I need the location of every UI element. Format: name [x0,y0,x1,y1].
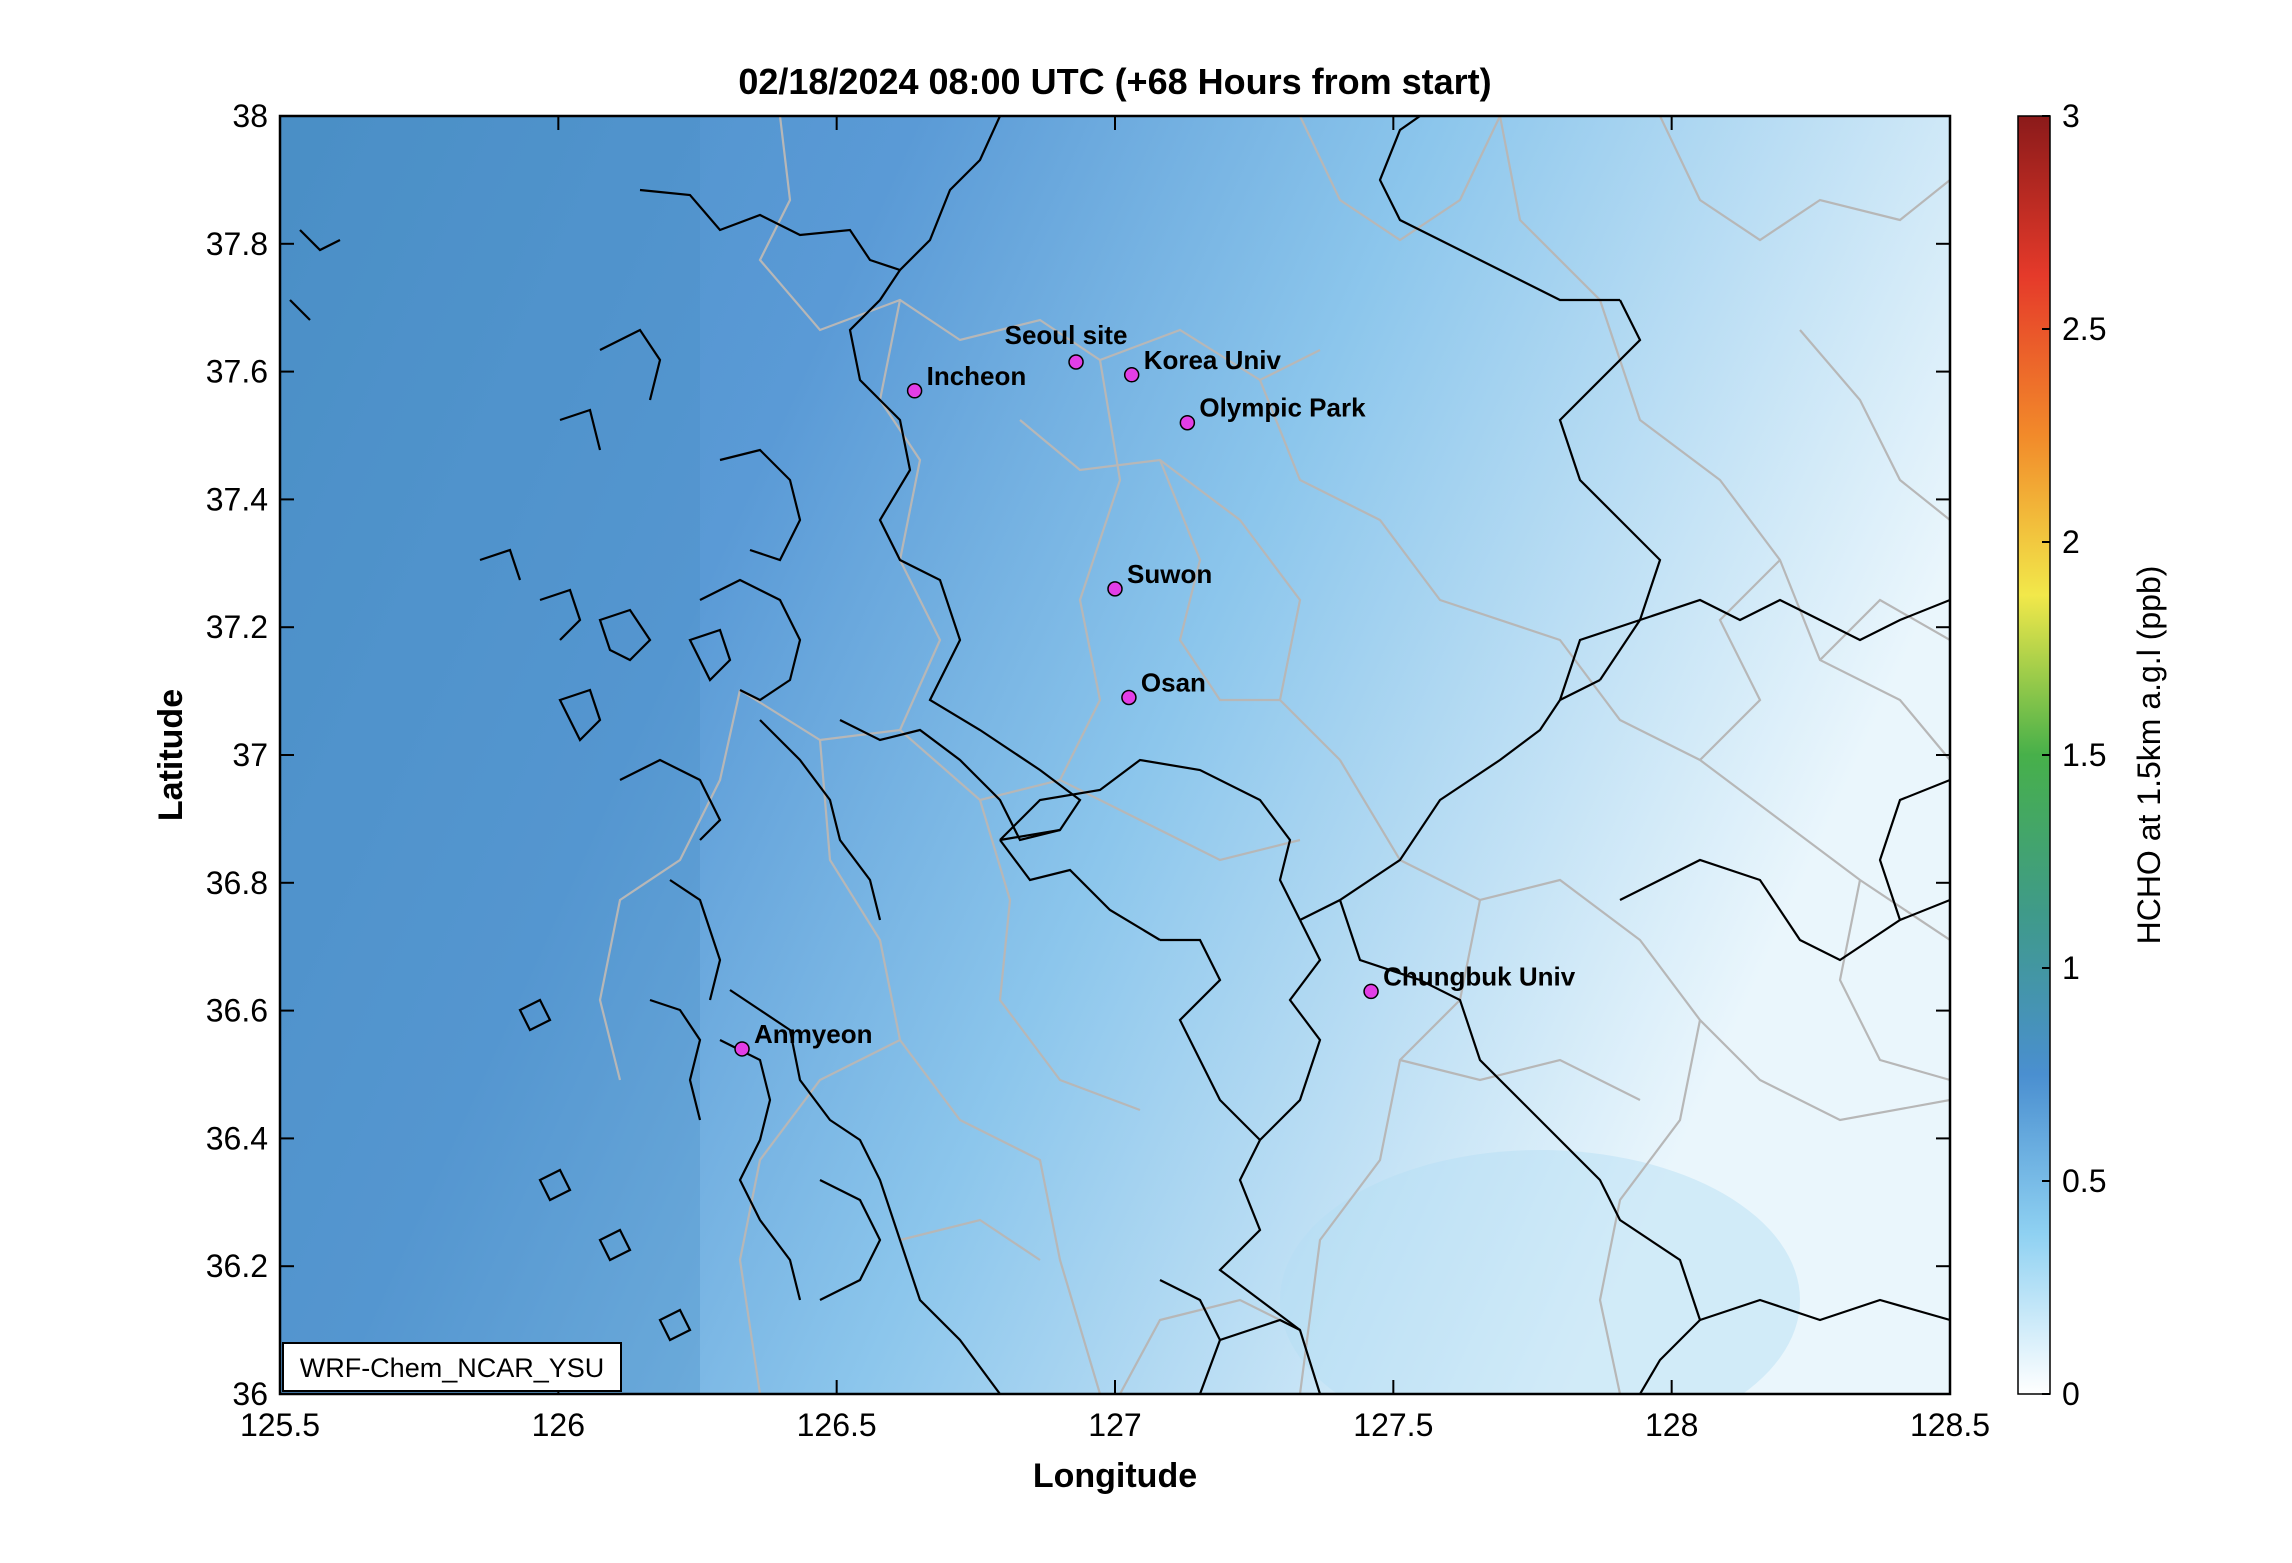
x-tick-label: 128 [1645,1407,1698,1443]
site-olympic-park: Olympic Park [1179,393,1366,431]
site-marker [906,383,923,399]
y-tick-label: 36.6 [206,993,268,1029]
site-marker [1121,689,1137,706]
model-label: WRF-Chem_NCAR_YSU [300,1353,605,1383]
y-tick-label: 36.8 [206,865,268,901]
hcho-field [280,116,1950,1394]
coastline [289,116,1950,1394]
colorbar-tick-label: 2 [2062,524,2080,560]
y-tick-label: 36.2 [206,1248,268,1284]
y-tick-label: 37.6 [206,354,268,390]
colorbar-tick-label: 0 [2062,1376,2080,1412]
colorbar: 0 0.5 1 1.5 2 2.5 3 HCHO at 1.5km a.g.l (ppb) [2017,98,2167,1412]
site-suwon: Suwon [1107,559,1212,597]
x-tick-label: 126.5 [797,1407,877,1443]
y-axis: 36 36.2 36.4 36.6 36.8 37 37.2 37.4 37.6 37.8 38 [206,98,1950,1412]
site-korea-univ: Korea Univ [1123,345,1282,383]
site-marker [1068,354,1084,370]
hcho-field-low-patch [1280,1150,1800,1394]
site-seoul-site: Seoul site [1005,320,1128,370]
colorbar-tick-label: 3 [2062,98,2080,134]
colorbar-ticks: 0 0.5 1 1.5 2 2.5 3 [2042,98,2106,1412]
y-tick-label: 37 [232,737,268,773]
site-markers: Seoul site Korea Univ Incheon Olympic Park S… [734,320,1576,1057]
x-axis: 125.5 126 126.5 127 127.5 128 128.5 [240,116,1990,1443]
y-tick-label: 37.4 [206,481,268,517]
site-label: Chungbuk Univ [1383,961,1576,991]
y-tick-label: 36 [232,1376,268,1412]
site-marker [1179,414,1196,431]
site-marker [1123,367,1140,383]
site-marker [1363,983,1379,1000]
colorbar-tick-label: 1 [2062,950,2080,986]
colorbar-tick-label: 2.5 [2062,311,2106,347]
y-tick-label: 36.4 [206,1120,268,1156]
site-osan: Osan [1121,667,1206,706]
x-tick-label: 127.5 [1353,1407,1433,1443]
site-anmyeon: Anmyeon [734,1019,873,1057]
plot-area: Seoul site Korea Univ Incheon Olympic Park S… [280,116,1950,1394]
site-label: Osan [1141,667,1206,697]
site-incheon: Incheon [906,361,1027,399]
x-tick-label: 128.5 [1910,1407,1990,1443]
site-label: Anmyeon [754,1019,872,1049]
x-tick-label: 127 [1088,1407,1141,1443]
site-label: Korea Univ [1144,345,1282,375]
province-boundaries [598,116,1950,1394]
model-label-box: WRF-Chem_NCAR_YSU [282,1342,622,1392]
colorbar-tick-label: 1.5 [2062,737,2106,773]
site-label: Incheon [927,361,1027,391]
chart-title: 02/18/2024 08:00 UTC (+68 Hours from sta… [738,61,1491,102]
site-label: Seoul site [1005,320,1128,350]
x-axis-label: Longitude [1033,1457,1197,1495]
site-label: Olympic Park [1199,393,1366,423]
site-label: Suwon [1127,559,1212,589]
site-marker [734,1041,750,1057]
x-tick-label: 126 [532,1407,585,1443]
y-axis-label: Latitude [152,689,190,821]
y-tick-label: 37.2 [206,609,268,645]
site-marker [1107,581,1123,597]
colorbar-tick-label: 0.5 [2062,1163,2106,1199]
y-tick-label: 37.8 [206,226,268,262]
hcho-field-west-band [280,116,700,1394]
x-tick-label: 125.5 [240,1407,320,1443]
site-chungbuk-univ: Chungbuk Univ [1363,961,1576,1000]
y-tick-label: 38 [232,98,268,134]
colorbar-label: HCHO at 1.5km a.g.l (ppb) [2131,566,2167,945]
